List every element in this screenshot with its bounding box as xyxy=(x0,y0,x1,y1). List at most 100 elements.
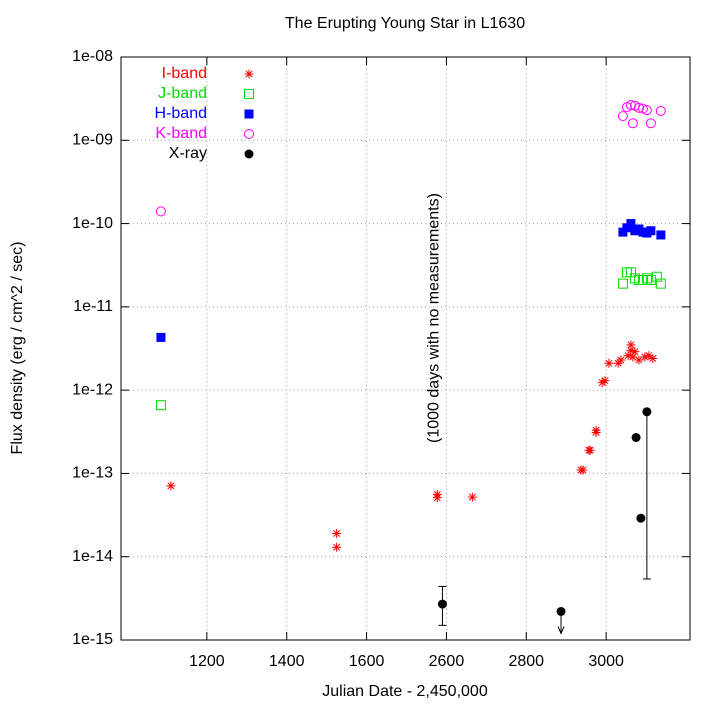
data-point xyxy=(636,513,646,523)
data-point xyxy=(644,351,654,361)
data-point xyxy=(156,332,166,342)
data-point xyxy=(645,118,656,129)
marker-shape xyxy=(651,271,662,282)
data-point xyxy=(645,275,656,286)
y-tick-label: 1e-10 xyxy=(72,215,113,232)
marker-shape xyxy=(644,351,654,361)
data-point xyxy=(597,378,607,388)
marker-shape xyxy=(626,345,636,355)
y-tick-label: 1e-15 xyxy=(72,631,113,648)
marker-shape xyxy=(645,275,656,286)
data-point xyxy=(617,111,628,122)
y-tick-label: 1e-12 xyxy=(72,381,113,398)
x-tick-label: 1600 xyxy=(349,653,385,670)
x-tick-label: 1400 xyxy=(269,653,305,670)
marker-shape xyxy=(626,340,636,350)
marker-shape xyxy=(244,149,254,159)
marker-shape xyxy=(626,219,636,229)
x-tick-label: 2800 xyxy=(508,653,544,670)
data-point xyxy=(626,219,636,229)
data-point xyxy=(155,206,166,217)
data-point xyxy=(634,355,644,365)
marker-shape xyxy=(604,358,614,368)
chart-title: The Erupting Young Star in L1630 xyxy=(285,15,525,32)
data-point xyxy=(155,400,166,411)
legend-label: X-ray xyxy=(169,145,207,162)
marker-shape xyxy=(432,493,442,503)
data-point xyxy=(627,118,638,129)
data-point xyxy=(616,355,626,365)
marker-shape xyxy=(629,273,640,284)
y-axis-label: Flux density (erg / cm^2 / sec) xyxy=(9,242,26,455)
marker-shape xyxy=(642,407,652,417)
data-point xyxy=(640,352,650,362)
marker-shape xyxy=(597,378,607,388)
marker-shape xyxy=(640,352,650,362)
marker-shape xyxy=(617,278,628,289)
y-tick-label: 1e-11 xyxy=(73,298,113,315)
data-point xyxy=(437,599,447,609)
data-point xyxy=(655,278,666,289)
data-point xyxy=(625,267,636,278)
marker-shape xyxy=(646,226,656,236)
marker-shape xyxy=(617,111,628,122)
marker-shape xyxy=(244,69,254,79)
marker-shape xyxy=(166,481,176,491)
marker-shape xyxy=(437,599,447,609)
data-point xyxy=(617,278,628,289)
plot-border xyxy=(120,56,691,641)
marker-shape xyxy=(645,118,656,129)
marker-shape xyxy=(634,355,644,365)
data-point xyxy=(651,271,662,282)
legend-label: I-band xyxy=(162,65,207,82)
data-point xyxy=(432,493,442,503)
data-point xyxy=(629,273,640,284)
legend-label: H-band xyxy=(155,105,207,122)
data-point xyxy=(584,445,594,455)
marker-shape xyxy=(244,129,254,139)
data-point xyxy=(642,407,652,417)
data-point xyxy=(604,358,614,368)
marker-shape xyxy=(556,606,566,616)
marker-shape xyxy=(155,400,166,411)
y-tick-label: 1e-13 xyxy=(72,465,113,482)
legend-marker xyxy=(244,89,254,99)
data-point xyxy=(631,433,641,443)
marker-shape xyxy=(630,347,640,357)
data-point xyxy=(648,353,658,363)
marker-shape xyxy=(631,433,641,443)
marker-shape xyxy=(627,118,638,129)
data-point xyxy=(646,226,656,236)
data-point xyxy=(166,481,176,491)
marker-shape xyxy=(648,353,658,363)
marker-shape xyxy=(600,376,610,386)
marker-shape xyxy=(244,89,254,99)
data-point xyxy=(637,275,648,286)
data-point xyxy=(332,542,342,552)
y-tick-label: 1e-14 xyxy=(72,548,113,565)
data-point xyxy=(332,528,342,538)
data-point xyxy=(628,352,638,362)
x-tick-label: 1200 xyxy=(189,653,225,670)
data-point xyxy=(467,492,477,502)
marker-shape xyxy=(633,102,644,113)
data-point xyxy=(641,105,652,116)
marker-shape xyxy=(625,267,636,278)
marker-shape xyxy=(467,492,477,502)
data-point xyxy=(600,376,610,386)
legend-marker xyxy=(244,69,254,79)
legend-label: K-band xyxy=(155,125,207,142)
marker-shape xyxy=(656,230,666,240)
data-point xyxy=(630,347,640,357)
marker-shape xyxy=(332,542,342,552)
legend-marker xyxy=(244,129,254,139)
data-point xyxy=(656,230,666,240)
legend-marker xyxy=(244,149,254,159)
marker-shape xyxy=(332,528,342,538)
marker-shape xyxy=(641,273,652,284)
marker-shape xyxy=(244,109,254,119)
marker-shape xyxy=(655,278,666,289)
marker-shape xyxy=(156,332,166,342)
marker-shape xyxy=(155,206,166,217)
